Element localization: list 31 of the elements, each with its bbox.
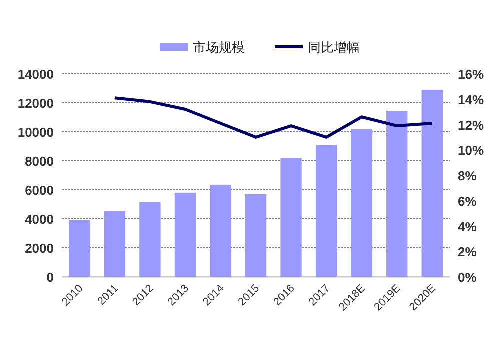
y-tick-label: 12000 bbox=[18, 96, 54, 111]
y2-tick-label: 16% bbox=[458, 67, 484, 82]
bar bbox=[386, 110, 408, 277]
y-tick-label: 8000 bbox=[25, 154, 54, 169]
line-series bbox=[113, 96, 434, 139]
y-tick-label: 10000 bbox=[18, 125, 54, 140]
y2-tick-label: 8% bbox=[458, 168, 478, 184]
bar bbox=[104, 211, 126, 277]
bar bbox=[422, 90, 443, 277]
y2-tick-label: 6% bbox=[458, 194, 478, 209]
bar bbox=[280, 158, 302, 277]
y-tick-label: 6000 bbox=[25, 183, 54, 198]
y2-tick-label: 2% bbox=[458, 244, 478, 260]
bar bbox=[69, 220, 90, 277]
bar bbox=[351, 129, 372, 277]
y2-tick-label: 4% bbox=[458, 219, 478, 234]
y2-tick-label: 0% bbox=[458, 270, 478, 285]
y-tick-label: 4000 bbox=[25, 212, 54, 227]
y-tick-label: 0 bbox=[46, 270, 54, 285]
bar bbox=[245, 194, 267, 277]
bar bbox=[174, 192, 196, 277]
y-tick-label: 14000 bbox=[18, 67, 54, 82]
bar bbox=[210, 184, 232, 277]
bar bbox=[316, 145, 338, 277]
legend-label: 同比增幅 bbox=[308, 40, 360, 55]
y2-tick-label: 14% bbox=[458, 92, 484, 108]
bar bbox=[140, 202, 161, 277]
y-tick-label: 2000 bbox=[25, 241, 54, 256]
y2-tick-label: 10% bbox=[458, 143, 484, 158]
y2-tick-label: 12% bbox=[458, 118, 484, 133]
legend-label: 市场规模 bbox=[193, 40, 245, 55]
